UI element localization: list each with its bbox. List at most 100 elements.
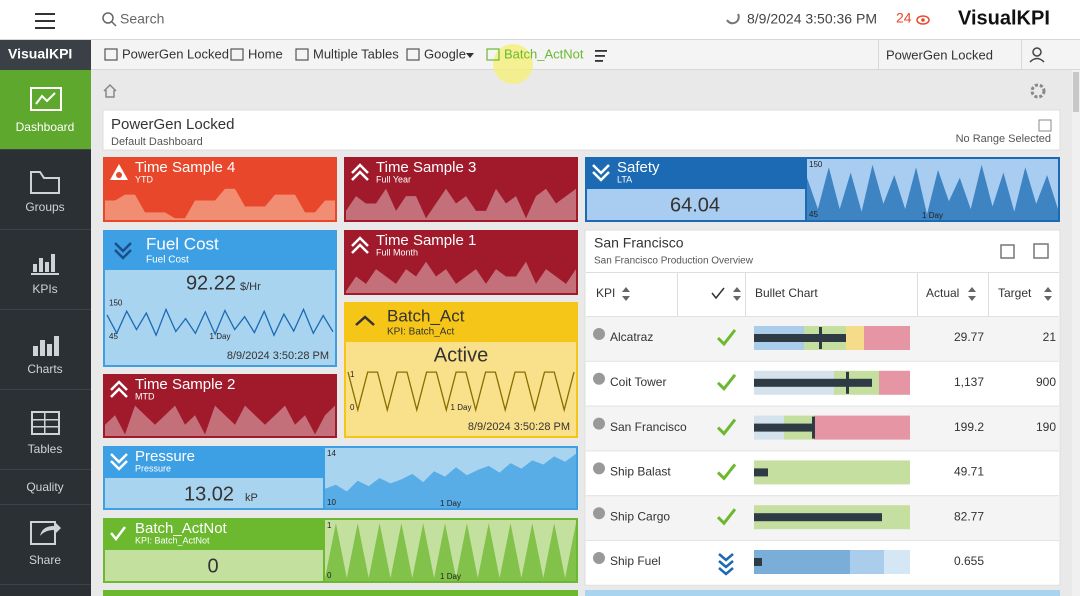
tile-timestamp: 8/9/2024 3:50:28 PM <box>468 421 570 433</box>
datetime: 8/9/2024 3:50:36 PM <box>747 11 877 27</box>
actual-value: 0.655 <box>954 554 984 568</box>
nav-item[interactable]: Multiple Tables <box>313 46 399 61</box>
y-tick-label: 0 <box>350 403 355 412</box>
sidebar-item[interactable]: Tables <box>28 442 63 456</box>
kpi-icon <box>593 372 605 385</box>
kpi-icon <box>593 328 605 340</box>
nav-item[interactable]: Batch_ActNot <box>504 46 584 61</box>
tile-subtitle: Pressure <box>135 463 171 473</box>
y-tick-label: 45 <box>809 210 818 219</box>
sidebar-item[interactable]: Groups <box>25 200 64 214</box>
home-icon <box>103 83 117 98</box>
y-tick-label: 0 <box>327 571 332 580</box>
actual-value: 199.2 <box>954 420 984 434</box>
share-icon <box>40 521 61 536</box>
divider <box>586 405 1059 407</box>
kpi-name[interactable]: Alcatraz <box>610 330 653 344</box>
bullet-band <box>846 326 864 350</box>
bullet-bar <box>754 423 814 432</box>
y-tick-label: 45 <box>109 332 118 341</box>
bullet-band <box>884 550 910 574</box>
period-label: 1 Day <box>922 211 943 220</box>
divider <box>586 540 1059 541</box>
search-icon <box>102 12 114 24</box>
divider <box>586 495 1059 497</box>
sidebar-item[interactable]: Quality <box>26 480 63 494</box>
nav-separator <box>878 40 879 70</box>
y-tick-label: 150 <box>109 298 123 307</box>
divider <box>586 272 1059 273</box>
column-header[interactable]: KPI <box>596 286 615 300</box>
tile-icon <box>110 453 128 471</box>
column-header[interactable]: Target <box>998 286 1032 300</box>
sparkline <box>325 453 576 508</box>
sidebar-divider <box>0 149 91 150</box>
sidebar-item[interactable]: Share <box>29 553 61 567</box>
bullet-band <box>850 550 884 574</box>
sidebar-divider <box>0 389 91 390</box>
sidebar-item[interactable]: KPIs <box>32 282 57 296</box>
kpis-icon <box>45 262 49 272</box>
menu-icon <box>35 13 55 15</box>
tables-icon <box>44 412 46 434</box>
kpi-icon <box>593 462 605 475</box>
sparkline <box>346 261 576 293</box>
charts-icon <box>40 340 45 356</box>
search-input[interactable]: Search <box>120 11 164 27</box>
eye-icon <box>916 15 930 25</box>
sparkline-bg <box>107 298 333 341</box>
y-tick-label: 14 <box>327 449 336 458</box>
kpi-name[interactable]: Coit Tower <box>610 375 666 389</box>
sort-icon <box>733 287 741 301</box>
user-icon <box>1029 57 1045 63</box>
tile-subtitle: Full Month <box>376 247 418 257</box>
tile-subtitle: Fuel Cost <box>146 255 189 266</box>
range-label: No Range Selected <box>956 133 1051 145</box>
kpi-icon <box>593 417 605 430</box>
status-check <box>716 418 737 436</box>
check-header-icon <box>711 287 725 300</box>
nav-item[interactable]: PowerGen Locked <box>122 46 229 61</box>
nav-item[interactable]: Google <box>424 46 466 61</box>
divider <box>586 360 1059 362</box>
tile-value: 13.02 <box>184 483 234 505</box>
sidebar-divider <box>0 229 91 230</box>
sidebar-item[interactable]: Charts <box>27 362 62 376</box>
bullet-bar <box>754 558 762 566</box>
kpi-name[interactable]: Ship Fuel <box>610 554 661 568</box>
kpi-name[interactable]: Ship Cargo <box>610 509 670 523</box>
period-label: 1 Day <box>440 499 461 508</box>
nav-profile[interactable]: PowerGen Locked <box>886 47 993 62</box>
kpis-icon <box>39 258 43 272</box>
calendar-icon <box>1038 119 1052 132</box>
dashboard-icon <box>30 87 62 111</box>
bullet-bar <box>754 468 768 477</box>
tile-name: Fuel Cost <box>146 234 219 253</box>
kpi-name[interactable]: Ship Balast <box>610 465 671 479</box>
nav-icon <box>486 48 500 61</box>
sidebar-item[interactable]: Dashboard <box>16 120 75 134</box>
nav-item[interactable]: Home <box>248 46 283 61</box>
sparkline <box>346 188 576 220</box>
sparkline <box>347 371 575 413</box>
tile-icon <box>114 242 132 260</box>
column-header[interactable]: Actual <box>926 286 959 300</box>
tile-icon <box>355 315 375 326</box>
cursor-highlight <box>493 44 533 84</box>
status-check <box>716 463 737 481</box>
check-icon <box>1000 244 1015 259</box>
dashboard-header <box>102 109 1061 151</box>
alert-count[interactable]: 24 <box>896 10 912 26</box>
kpi-name[interactable]: San Francisco <box>610 420 687 434</box>
tile-value: 92.22 <box>186 272 236 294</box>
groups-icon <box>30 171 60 194</box>
divider <box>586 450 1059 452</box>
column-divider <box>745 272 746 316</box>
period-label: 1 Day <box>210 332 231 341</box>
tile-subtitle: KPI: Batch_Act <box>387 327 454 338</box>
table-title: San Francisco <box>594 235 684 251</box>
charts-icon <box>33 346 38 356</box>
bullet-band <box>814 415 910 440</box>
column-header[interactable]: Bullet Chart <box>755 286 818 300</box>
tile-name: Time Sample 2 <box>135 376 235 393</box>
